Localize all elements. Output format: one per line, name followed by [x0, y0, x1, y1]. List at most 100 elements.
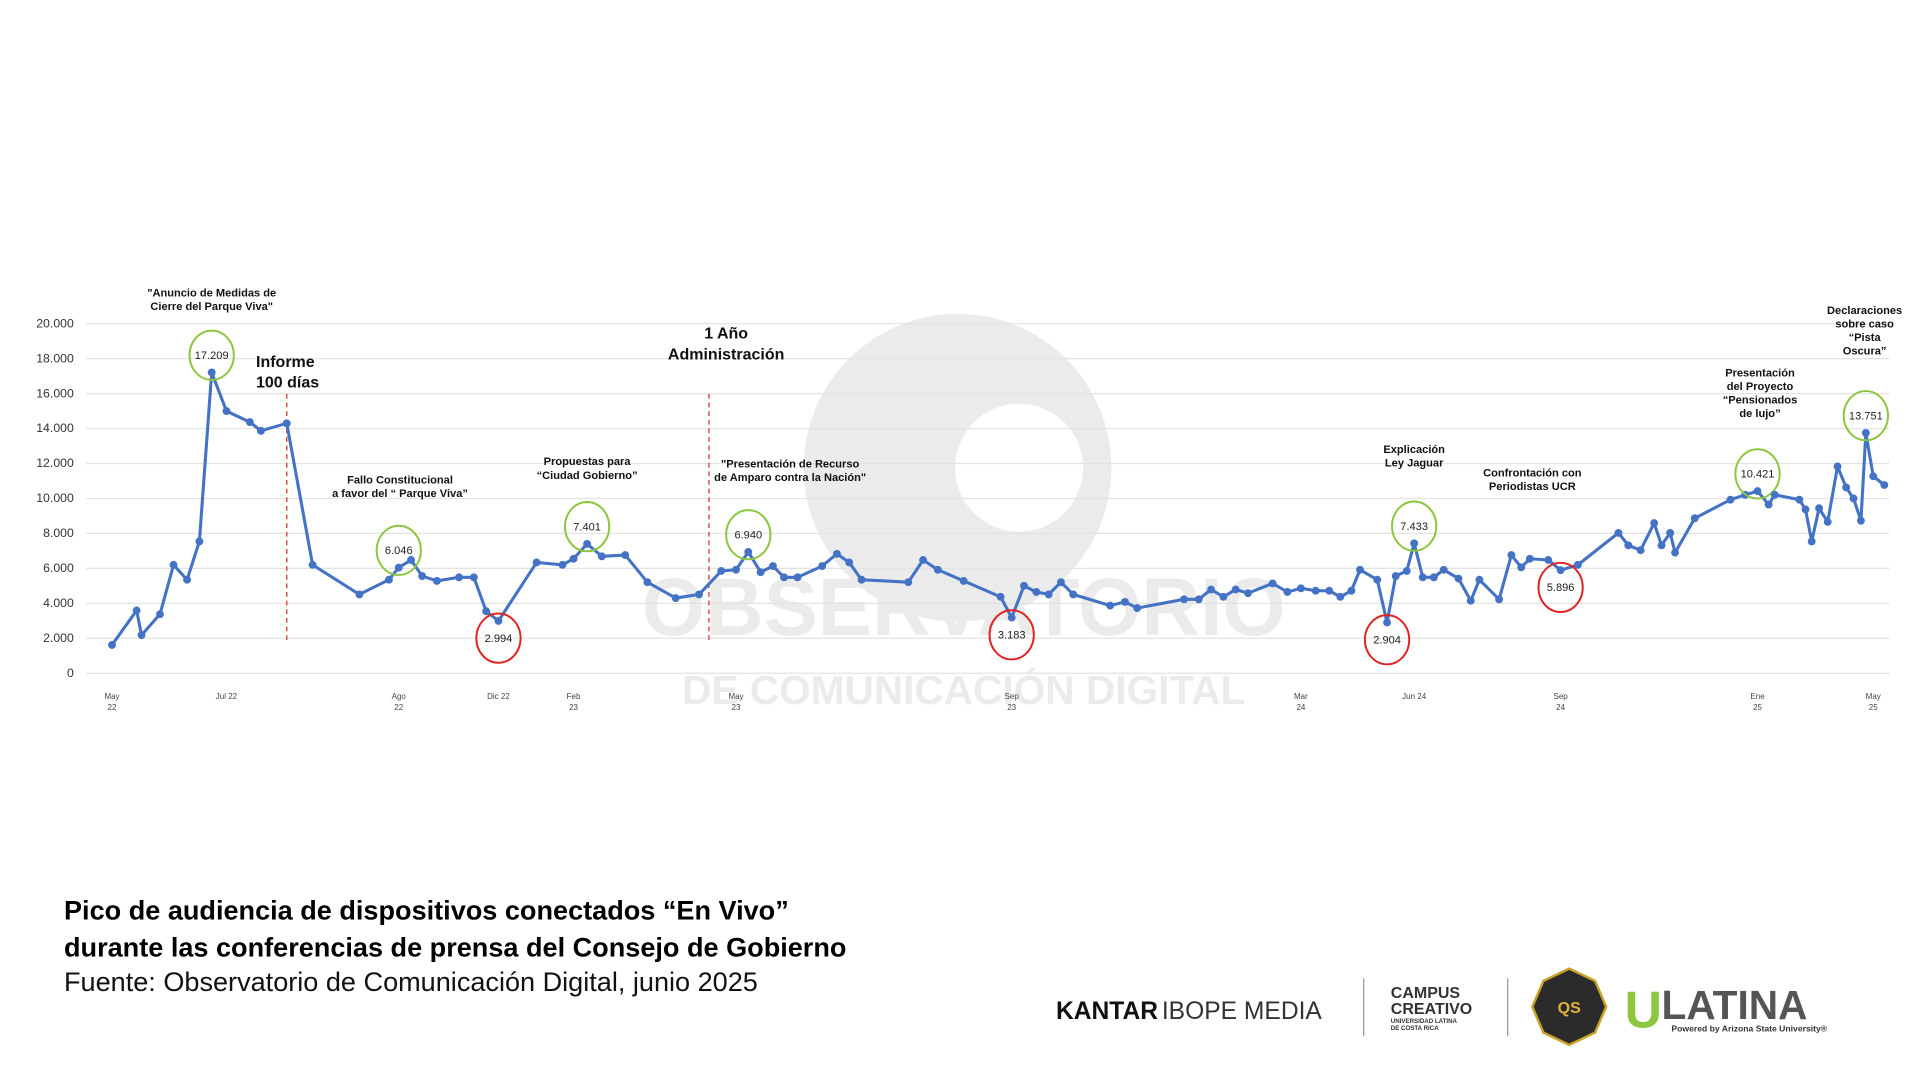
value-label: 7.401 — [573, 521, 601, 533]
point — [1856, 516, 1865, 525]
point — [597, 552, 606, 561]
point — [1556, 566, 1565, 575]
point — [1311, 586, 1320, 595]
point — [1402, 567, 1411, 575]
point — [1244, 589, 1252, 598]
point — [1391, 572, 1400, 580]
point — [1861, 428, 1870, 437]
point — [1525, 554, 1534, 563]
x-tick-label: Sep 23 — [1004, 692, 1019, 713]
point — [1842, 483, 1851, 492]
point — [1325, 586, 1334, 595]
value-label: 17.209 — [195, 350, 229, 362]
point — [132, 606, 141, 615]
value-label: 2.904 — [1373, 634, 1401, 646]
watermark-text: OBSERVATORIO — [642, 562, 1286, 653]
point — [1106, 601, 1115, 610]
annotation: Declaraciones sobre caso “Pista Oscura” — [1827, 303, 1903, 357]
x-tick-label: May 23 — [728, 692, 744, 713]
annotation: Confrontación con Periodistas UCR — [1483, 466, 1582, 493]
point — [919, 556, 928, 564]
low-highlight — [1363, 614, 1411, 666]
annotation: Propuestas para “Ciudad Gobierno” — [536, 455, 638, 482]
value-label: 5.896 — [1547, 582, 1575, 594]
point — [245, 418, 254, 427]
footer-source: Fuente: Observatorio de Comunicación Dig… — [63, 966, 758, 997]
point — [793, 573, 802, 582]
qs-badge — [1530, 967, 1608, 1047]
point — [1180, 595, 1188, 604]
logo-ulatina-u: U — [1625, 981, 1662, 1039]
x-tick-label: May 25 — [1865, 692, 1881, 713]
x-tick-label: Ago 22 — [391, 692, 406, 713]
point — [195, 537, 204, 546]
point — [1231, 585, 1240, 594]
x-tick-label: Feb 23 — [566, 692, 581, 713]
point — [1517, 563, 1526, 572]
point — [818, 562, 827, 571]
value-label: 7.433 — [1400, 521, 1428, 533]
point — [1439, 565, 1448, 574]
x-tick-label: Mar 24 — [1294, 692, 1308, 713]
point — [282, 419, 291, 428]
y-tick-label: 10.000 — [36, 491, 74, 505]
peak-highlight — [1391, 500, 1438, 552]
logo-ulatina-sub: Powered by Arizona State University® — [1671, 1023, 1827, 1033]
point — [717, 567, 726, 575]
point — [1666, 528, 1675, 537]
point — [1807, 537, 1816, 546]
point — [1356, 565, 1364, 574]
x-tick-label: Sep 24 — [1553, 692, 1568, 713]
point — [1624, 541, 1633, 550]
point — [1429, 573, 1438, 582]
point — [959, 577, 968, 585]
point — [1690, 514, 1699, 523]
point — [1544, 556, 1553, 564]
x-tick-label: May 22 — [104, 692, 120, 713]
point — [1880, 481, 1889, 489]
point — [1418, 573, 1427, 582]
point — [1726, 495, 1735, 504]
y-tick-label: 14.000 — [36, 421, 74, 435]
point — [156, 610, 164, 619]
point — [169, 560, 178, 569]
y-tick-label: 18.000 — [36, 351, 74, 365]
low-highlight — [1537, 561, 1584, 614]
point — [1133, 604, 1142, 612]
point — [355, 590, 364, 599]
point — [1573, 560, 1582, 569]
y-tick-label: 12.000 — [36, 456, 74, 470]
x-tick-label: Jul 22 — [215, 692, 238, 702]
point — [1296, 584, 1305, 593]
peak-highlight — [188, 329, 235, 381]
x-tick-label: Dic 22 — [487, 692, 510, 702]
point — [1283, 588, 1292, 596]
logo-ulatina: LATINA — [1662, 982, 1808, 1028]
point — [1636, 546, 1645, 555]
point — [207, 368, 216, 377]
watermark-eye — [803, 313, 1112, 622]
annotation: "Anuncio de Medidas de Cierre del Parque… — [147, 286, 277, 313]
point — [222, 407, 231, 416]
x-tick-label: Ene 25 — [1750, 692, 1765, 713]
point — [1815, 504, 1824, 513]
value-label: 6.940 — [734, 529, 762, 541]
point — [137, 631, 146, 640]
point — [1044, 590, 1053, 599]
point — [494, 616, 503, 625]
peak-highlight — [1734, 448, 1781, 500]
y-tick-label: 6.000 — [43, 561, 74, 575]
y-tick-label: 16.000 — [36, 386, 74, 400]
point — [1823, 517, 1832, 526]
point — [1764, 500, 1773, 509]
logos: KANTAR IBOPE MEDIA QS U LATINA Powered b… — [1056, 967, 1828, 1047]
point — [1849, 494, 1858, 503]
point — [455, 573, 464, 582]
point — [744, 548, 753, 556]
point — [1495, 595, 1504, 604]
point — [183, 575, 192, 584]
point — [732, 565, 740, 574]
